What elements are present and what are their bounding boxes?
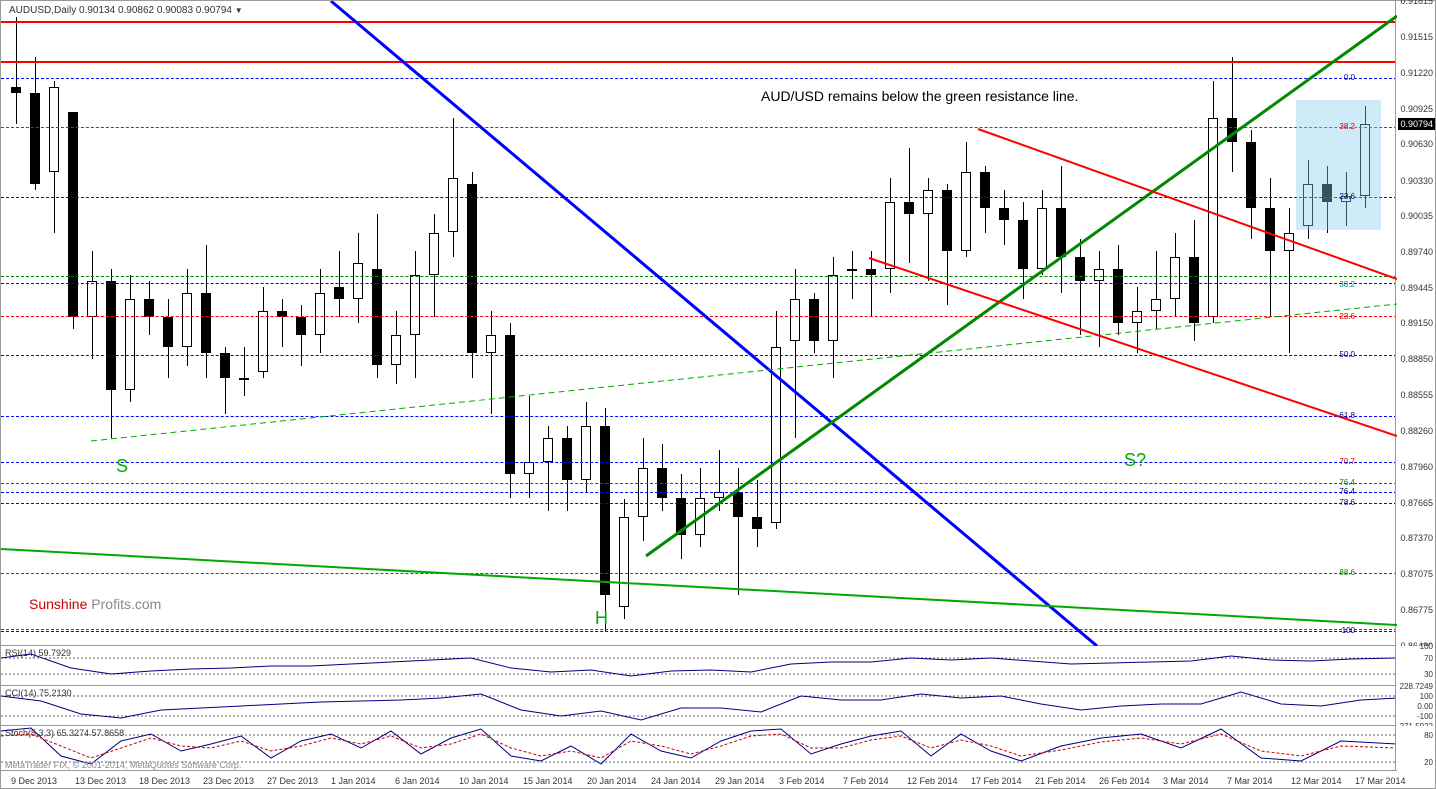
chart-symbol: AUDUSD,Daily — [9, 5, 76, 16]
price-axis: 0.90794 0.918150.915150.912200.909250.90… — [1395, 1, 1435, 646]
watermark: Sunshine Profits.com — [29, 596, 161, 612]
chart-ohlc: 0.90134 0.90862 0.90083 0.90794 — [79, 5, 232, 16]
s2-label: S? — [1124, 450, 1146, 471]
chart-container: AUDUSD,Daily 0.90134 0.90862 0.90083 0.9… — [0, 0, 1436, 789]
current-price-label: 0.90794 — [1398, 118, 1435, 130]
annotation-text: AUD/USD remains below the green resistan… — [761, 88, 1078, 104]
copyright: MetaTrader FIX, © 2001-2014, MetaQuotes … — [5, 760, 241, 770]
highlight-box — [1296, 100, 1381, 230]
h-label: H — [595, 608, 608, 629]
time-axis: 9 Dec 201313 Dec 201318 Dec 201323 Dec 2… — [1, 770, 1397, 788]
s-label: S — [116, 456, 128, 477]
main-price-chart[interactable]: AUDUSD,Daily 0.90134 0.90862 0.90083 0.9… — [1, 1, 1397, 646]
chart-title: AUDUSD,Daily 0.90134 0.90862 0.90083 0.9… — [9, 5, 243, 16]
